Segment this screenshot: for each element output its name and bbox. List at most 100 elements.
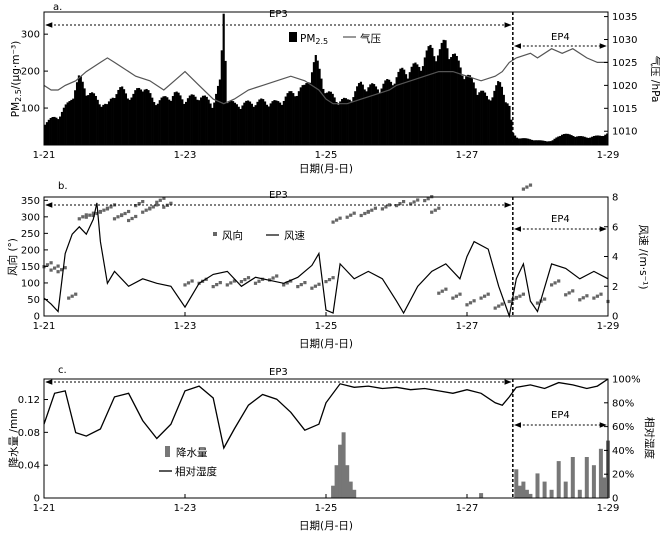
pm25-bar	[562, 134, 566, 145]
pm25-bar	[442, 39, 445, 145]
wind-direction-point	[215, 283, 219, 287]
pm25-bar	[352, 97, 355, 145]
pm25-bar	[579, 136, 582, 145]
pm25-bar	[168, 99, 171, 145]
pm25-bar	[421, 66, 425, 145]
x-tick-label: 1-27	[456, 503, 479, 514]
wind-direction-point	[564, 293, 568, 297]
wind-direction-point	[373, 206, 377, 210]
legend-points-label: 风向	[222, 229, 243, 242]
pm25-bar	[47, 119, 50, 145]
y-tick-label: 200	[21, 67, 40, 78]
wind-direction-point	[303, 281, 307, 285]
pm25-bar	[363, 89, 366, 145]
pm25-bar	[570, 135, 573, 145]
pm25-bar	[87, 95, 90, 145]
panel-c-ticks: 1-21 1-23 1-25 1-27 1-2900.040.080.12020%40%…	[18, 375, 641, 515]
panel-c-letter: c.	[58, 365, 67, 376]
pm25-bar	[138, 87, 141, 145]
pm25-bar	[68, 101, 71, 145]
pm25-bar	[267, 106, 270, 145]
pm25-bar	[232, 101, 235, 145]
pm25-bar	[532, 140, 535, 145]
pm25-bar	[395, 77, 398, 145]
pm25-bar	[487, 99, 490, 145]
pm25-bar	[292, 93, 295, 145]
pm25-bar	[216, 85, 220, 145]
pm25-bar	[213, 102, 216, 145]
wind-direction-point	[211, 285, 215, 289]
pm25-bar	[559, 135, 562, 145]
wind-direction-point	[243, 278, 247, 282]
precipitation-bar	[570, 457, 575, 498]
pm25-bar	[190, 94, 193, 145]
wind-direction-point	[148, 207, 152, 211]
pm25-bar	[297, 91, 300, 145]
precipitation-bar	[479, 493, 484, 498]
pm25-bar	[104, 103, 107, 145]
x-tick-label: 1-21	[33, 321, 56, 332]
pm25-bar	[472, 82, 475, 145]
x-tick-label: 1-27	[456, 150, 479, 161]
panel-b-ticks: 1-21 1-23 1-25 1-27 1-2905010015020025030035…	[21, 193, 619, 333]
ep3-label: EP3	[269, 9, 288, 20]
pm25-bar	[491, 97, 494, 145]
wind-direction-point	[246, 276, 251, 280]
precipitation-bar	[535, 473, 540, 498]
pm25-bar	[273, 100, 276, 145]
wind-direction-point	[543, 297, 547, 301]
pm25-bar	[98, 104, 101, 145]
humidity-line	[43, 378, 609, 450]
pm25-bar	[271, 101, 274, 145]
x-tick-label: 1-21	[33, 150, 56, 161]
wind-direction-point	[109, 205, 113, 209]
wind-direction-point	[571, 289, 575, 293]
pm25-bar	[367, 87, 370, 145]
wind-direction-point	[239, 280, 243, 284]
pm25-bar	[314, 55, 317, 146]
pm25-bar	[269, 103, 272, 145]
pm25-bar	[209, 103, 212, 145]
wind-direction-point	[430, 210, 434, 214]
pm25-bar	[145, 88, 148, 145]
wind-direction-point	[299, 283, 303, 287]
legend: 风向 风速	[213, 229, 305, 242]
wind-direction-point	[127, 218, 131, 223]
pm25-bar	[557, 136, 560, 145]
wind-direction-point	[162, 205, 166, 209]
pm25-bar	[374, 86, 378, 145]
wind-direction-point	[105, 207, 109, 211]
pm25-bar	[331, 93, 334, 145]
y-tick-label: 250	[21, 229, 40, 240]
pm25-bar	[164, 96, 167, 145]
legend: 降水量 相对湿度	[159, 446, 217, 478]
pm25-bar	[151, 97, 154, 145]
panel-b-letter: b.	[58, 181, 68, 192]
precipitation-bar	[521, 481, 526, 498]
pm25-bar	[414, 62, 417, 145]
x-tick-label: 1-25	[315, 150, 338, 161]
panel-a-ticks: 1-21 1-23 1-25 1-27 1-29 100 200 300 1010 1015 102…	[21, 12, 638, 161]
pm25-bar	[303, 84, 306, 145]
y-axis-label: 降水量 /mm	[7, 409, 20, 468]
legend: PM2.5 气压	[289, 32, 381, 46]
wind-direction-point	[451, 296, 455, 300]
x-tick-label: 1-21	[33, 503, 56, 514]
pm25-bar	[403, 69, 406, 145]
pm25-bar	[51, 117, 54, 145]
pm25-bar	[305, 83, 308, 145]
pm25-bar	[371, 83, 374, 145]
pm25-bar	[339, 101, 342, 145]
pm25-bar	[132, 93, 135, 145]
wind-direction-point	[394, 204, 399, 208]
panel-a: 1-21 1-23 1-25 1-27 1-29 100 200 300 1010 1015 102…	[10, 2, 660, 175]
legend-bar-swatch	[289, 32, 297, 42]
y2-tick-label: 40%	[612, 446, 634, 457]
panel-a-letter: a.	[53, 2, 62, 13]
wind-direction-point	[77, 217, 81, 221]
pm25-bar	[265, 104, 269, 145]
pm25-bar	[498, 82, 502, 145]
pm25-bar	[450, 57, 453, 145]
wind-direction-point	[91, 211, 95, 215]
pm25-bar	[222, 13, 225, 145]
